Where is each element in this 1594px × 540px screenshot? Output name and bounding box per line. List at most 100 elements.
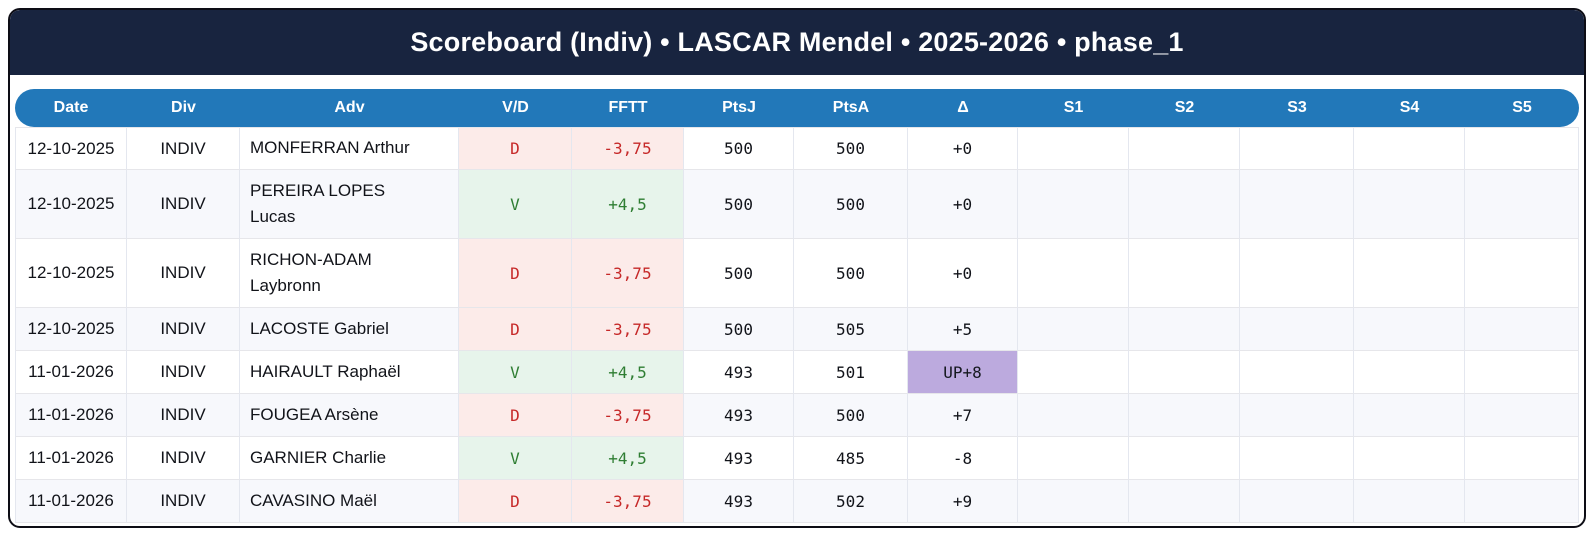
set-cell	[1465, 127, 1579, 170]
date-cell: 12-10-2025	[15, 239, 127, 308]
delta-cell: +0	[908, 239, 1018, 308]
column-header-s2: S2	[1129, 89, 1240, 127]
adversary-cell: CAVASINO Maël	[240, 480, 459, 523]
column-header-vd: V/D	[459, 89, 572, 127]
set-cell	[1018, 127, 1129, 170]
set-cell	[1018, 394, 1129, 437]
table-row: 11-01-2026 INDIV GARNIER Charlie V +4,5 …	[15, 437, 1579, 480]
column-header-date: Date	[15, 89, 127, 127]
ptsj-cell: 500	[684, 308, 794, 351]
set-cell	[1240, 437, 1354, 480]
delta-promotion-badge: UP+8	[908, 351, 1018, 394]
set-cell	[1354, 437, 1465, 480]
fftt-cell: -3,75	[572, 127, 684, 170]
div-cell: INDIV	[127, 351, 240, 394]
vd-cell: V	[459, 437, 572, 480]
fftt-cell: -3,75	[572, 480, 684, 523]
delta-cell: +5	[908, 308, 1018, 351]
set-cell	[1240, 480, 1354, 523]
set-cell	[1018, 239, 1129, 308]
table-row: 12-10-2025 INDIV LACOSTE Gabriel D -3,75…	[15, 308, 1579, 351]
vd-cell: D	[459, 480, 572, 523]
adversary-cell: LACOSTE Gabriel	[240, 308, 459, 351]
set-cell	[1354, 480, 1465, 523]
table-row: 11-01-2026 INDIV HAIRAULT Raphaël V +4,5…	[15, 351, 1579, 394]
set-cell	[1129, 127, 1240, 170]
set-cell	[1465, 170, 1579, 239]
set-cell	[1240, 308, 1354, 351]
fftt-cell: +4,5	[572, 170, 684, 239]
set-cell	[1465, 394, 1579, 437]
fftt-cell: -3,75	[572, 239, 684, 308]
set-cell	[1354, 308, 1465, 351]
column-header-s5: S5	[1465, 89, 1579, 127]
column-header-adv: Adv	[240, 89, 459, 127]
set-cell	[1129, 351, 1240, 394]
set-cell	[1129, 437, 1240, 480]
vd-cell: V	[459, 351, 572, 394]
table-row: 11-01-2026 INDIV CAVASINO Maël D -3,75 4…	[15, 480, 1579, 523]
ptsj-cell: 493	[684, 351, 794, 394]
column-header-ptsa: PtsA	[794, 89, 908, 127]
set-cell	[1240, 170, 1354, 239]
ptsa-cell: 502	[794, 480, 908, 523]
div-cell: INDIV	[127, 480, 240, 523]
delta-cell: +0	[908, 170, 1018, 239]
delta-cell: +9	[908, 480, 1018, 523]
adversary-cell: RICHON-ADAM Laybronn	[240, 239, 459, 308]
set-cell	[1018, 308, 1129, 351]
table-header-row: Date Div Adv V/D FFTT PtsJ PtsA Δ S1 S2 …	[15, 89, 1579, 127]
date-cell: 12-10-2025	[15, 127, 127, 170]
vd-cell: D	[459, 127, 572, 170]
column-header-s1: S1	[1018, 89, 1129, 127]
div-cell: INDIV	[127, 170, 240, 239]
delta-cell: +7	[908, 394, 1018, 437]
set-cell	[1018, 170, 1129, 239]
ptsa-cell: 500	[794, 127, 908, 170]
ptsj-cell: 500	[684, 127, 794, 170]
column-header-fftt: FFTT	[572, 89, 684, 127]
scoreboard-table: Date Div Adv V/D FFTT PtsJ PtsA Δ S1 S2 …	[15, 89, 1579, 523]
set-cell	[1354, 239, 1465, 308]
set-cell	[1354, 351, 1465, 394]
set-cell	[1018, 437, 1129, 480]
set-cell	[1465, 308, 1579, 351]
set-cell	[1354, 394, 1465, 437]
set-cell	[1129, 170, 1240, 239]
adversary-cell: HAIRAULT Raphaël	[240, 351, 459, 394]
div-cell: INDIV	[127, 437, 240, 480]
set-cell	[1240, 394, 1354, 437]
date-cell: 12-10-2025	[15, 308, 127, 351]
column-header-s4: S4	[1354, 89, 1465, 127]
ptsj-cell: 493	[684, 394, 794, 437]
set-cell	[1240, 127, 1354, 170]
page-title: Scoreboard (Indiv) • LASCAR Mendel • 202…	[10, 10, 1584, 75]
date-cell: 11-01-2026	[15, 394, 127, 437]
column-header-ptsj: PtsJ	[684, 89, 794, 127]
ptsa-cell: 500	[794, 239, 908, 308]
delta-cell: +0	[908, 127, 1018, 170]
ptsj-cell: 500	[684, 170, 794, 239]
column-header-div: Div	[127, 89, 240, 127]
set-cell	[1018, 480, 1129, 523]
fftt-cell: +4,5	[572, 351, 684, 394]
column-header-delta: Δ	[908, 89, 1018, 127]
set-cell	[1465, 480, 1579, 523]
scoreboard-table-container: Date Div Adv V/D FFTT PtsJ PtsA Δ S1 S2 …	[10, 75, 1584, 523]
set-cell	[1240, 351, 1354, 394]
column-header-s3: S3	[1240, 89, 1354, 127]
set-cell	[1240, 239, 1354, 308]
vd-cell: D	[459, 394, 572, 437]
vd-cell: V	[459, 170, 572, 239]
date-cell: 11-01-2026	[15, 480, 127, 523]
set-cell	[1465, 437, 1579, 480]
div-cell: INDIV	[127, 239, 240, 308]
vd-cell: D	[459, 308, 572, 351]
adversary-cell: PEREIRA LOPES Lucas	[240, 170, 459, 239]
set-cell	[1129, 239, 1240, 308]
set-cell	[1129, 480, 1240, 523]
div-cell: INDIV	[127, 308, 240, 351]
set-cell	[1465, 239, 1579, 308]
ptsa-cell: 500	[794, 394, 908, 437]
fftt-cell: -3,75	[572, 308, 684, 351]
